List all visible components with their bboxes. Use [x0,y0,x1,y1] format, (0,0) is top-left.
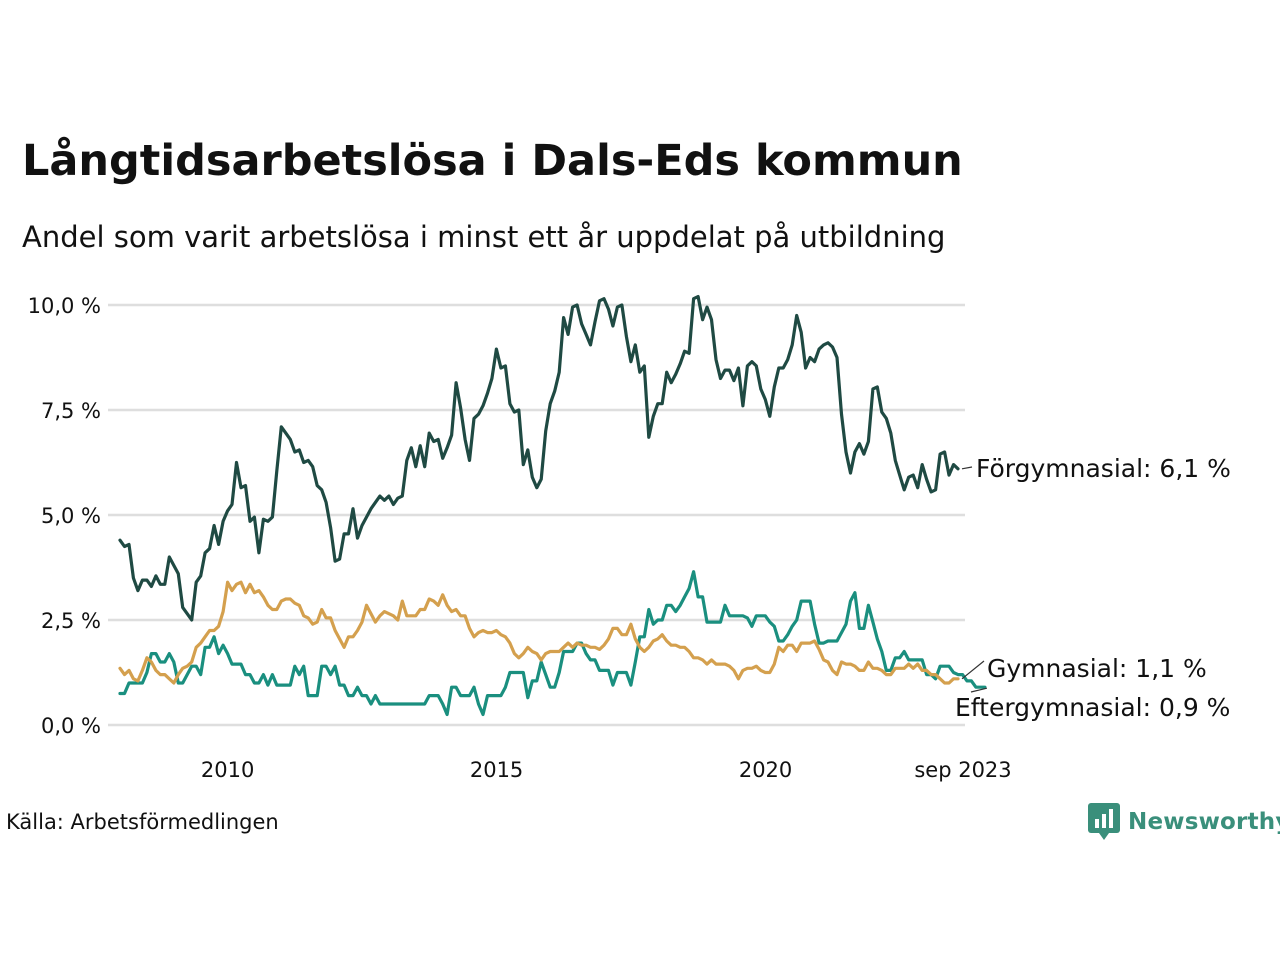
newsworthy-brand: Newsworthy [1088,803,1280,841]
end-label-förgymnasial: Förgymnasial: 6,1 % [976,454,1231,483]
grid-lines [108,303,965,727]
source-note: Källa: Arbetsförmedlingen [6,810,279,834]
y-axis-labels: 0,0 % 2,5 % 5,0 % 7,5 % 10,0 % [28,294,101,738]
newsworthy-logo-icon [1088,803,1120,840]
y-tick-label: 10,0 % [28,294,101,318]
end-label-gymnasial: Gymnasial: 1,1 % [987,654,1207,683]
series-line-gymnasial [118,580,960,685]
x-tick-label: 2020 [739,758,792,782]
y-tick-label: 0,0 % [41,714,101,738]
chart-title: Långtidsarbetslösa i Dals-Eds kommun [22,136,963,186]
x-tick-label: sep 2023 [914,758,1011,782]
y-tick-label: 2,5 % [41,609,101,633]
x-tick-label: 2010 [201,758,254,782]
series-line-eftergymnasial [118,570,987,717]
leader-line [970,687,988,693]
series-line-förgymnasial [118,295,960,622]
y-tick-label: 7,5 % [41,399,101,423]
x-axis-labels: 2010 2015 2020 sep 2023 [201,758,1012,782]
leader-line [961,466,973,470]
leader-line [961,660,985,680]
end-label-eftergymnasial: Eftergymnasial: 0,9 % [955,693,1230,722]
series-end-labels: Förgymnasial: 6,1 % Gymnasial: 1,1 % Efter… [955,454,1231,722]
chart-subtitle: Andel som varit arbetslösa i minst ett å… [22,220,946,254]
x-tick-label: 2015 [470,758,523,782]
series-lines [118,295,987,717]
brand-name: Newsworthy [1128,809,1280,835]
line-chart: 0,0 % 2,5 % 5,0 % 7,5 % 10,0 % 2010 2015 2020 s… [28,294,1231,782]
y-tick-label: 5,0 % [41,504,101,528]
